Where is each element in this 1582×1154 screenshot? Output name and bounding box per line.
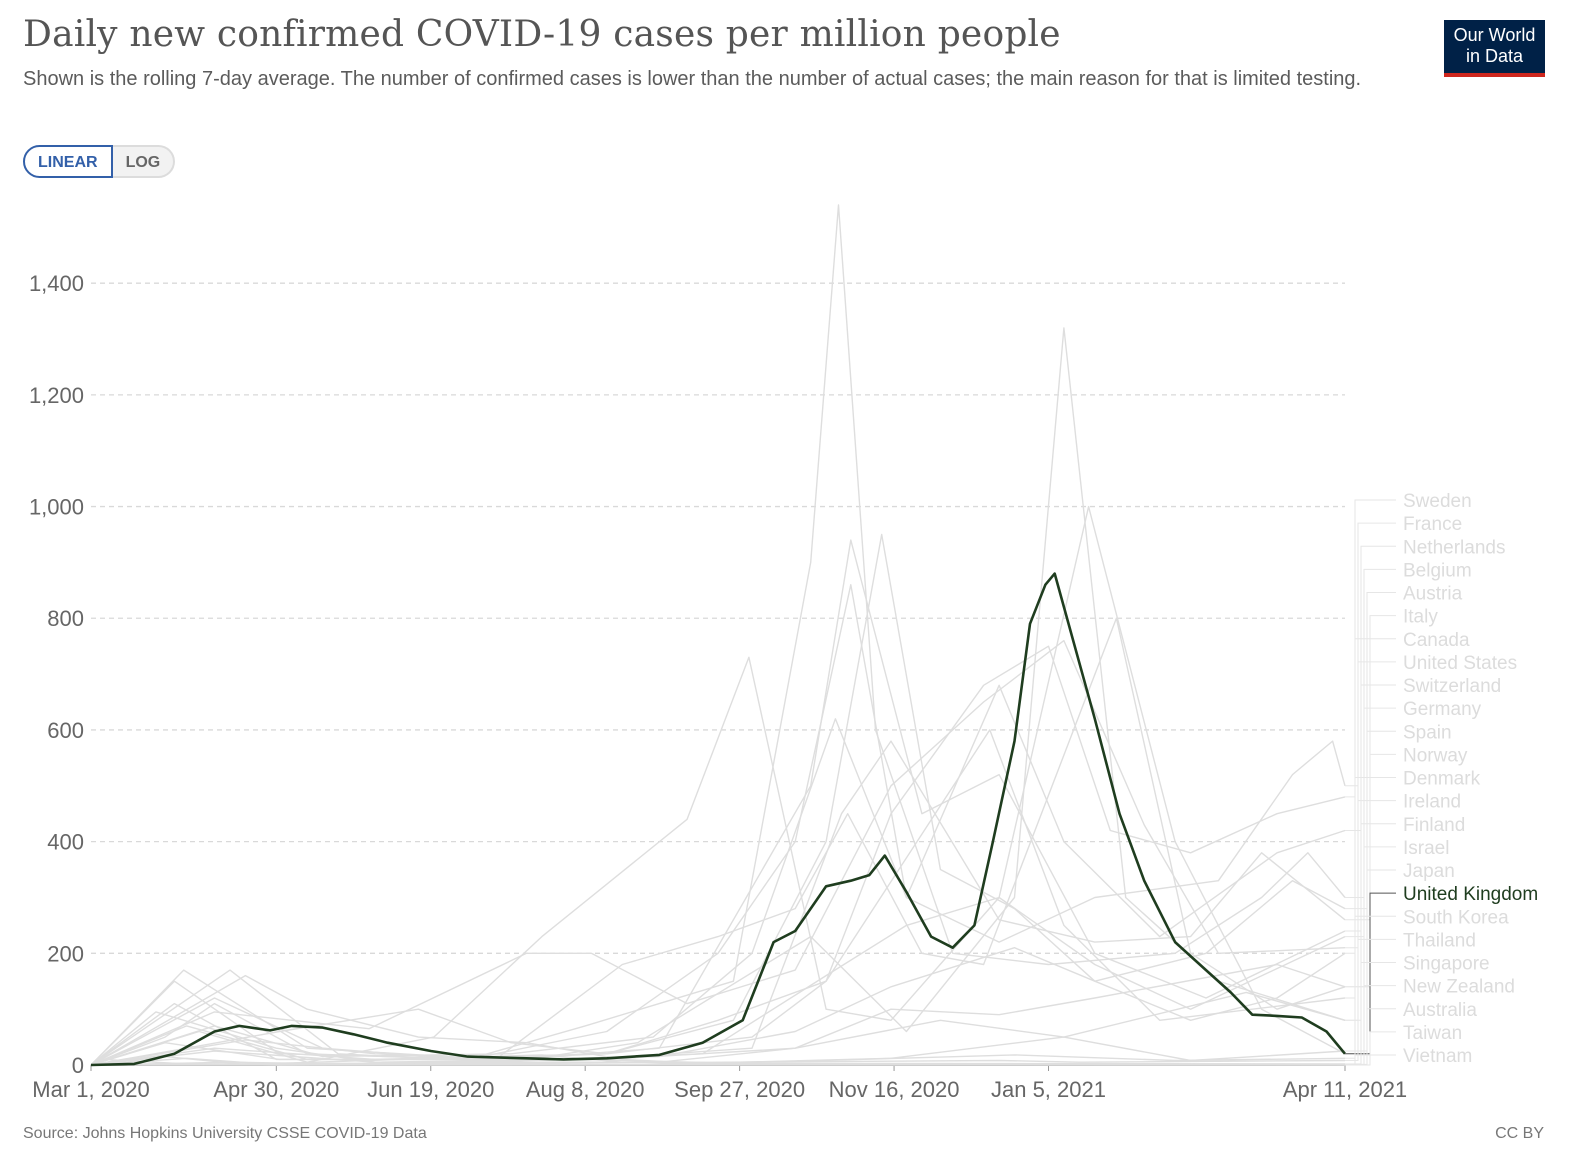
series-line-united-kingdom — [90, 572, 1347, 1067]
x-tick-label: Aug 8, 2020 — [526, 1077, 645, 1102]
logo-line-1: Our World — [1453, 25, 1536, 45]
series-line-italy — [90, 740, 1346, 1066]
series-label: Belgium — [1403, 560, 1472, 581]
series-line-netherlands — [90, 684, 1346, 1066]
series-label: Sweden — [1403, 491, 1472, 512]
license-link[interactable]: CC BY — [1495, 1125, 1544, 1142]
x-tick-label: Nov 16, 2020 — [829, 1077, 960, 1102]
logo-line-2: in Data — [1465, 46, 1524, 66]
y-tick-label: 1,000 — [29, 495, 84, 520]
y-tick-label: 200 — [47, 941, 84, 966]
source-note[interactable]: Source: Johns Hopkins University CSSE CO… — [23, 1125, 427, 1142]
owid-logo[interactable]: Our World in Data — [1444, 20, 1545, 77]
series-label: United Kingdom — [1403, 884, 1538, 905]
y-tick-label: 600 — [47, 718, 84, 743]
label-connector — [1345, 938, 1396, 1061]
series-label: France — [1403, 514, 1462, 535]
series-label: Japan — [1403, 861, 1455, 882]
series-label: New Zealand — [1403, 977, 1515, 998]
x-tick-label: Jun 19, 2020 — [367, 1077, 494, 1102]
label-connector — [1345, 1008, 1396, 1065]
series-label: Israel — [1403, 838, 1449, 859]
series-label: Austria — [1403, 584, 1463, 605]
y-tick-label: 400 — [47, 830, 84, 855]
chart-subtitle: Shown is the rolling 7-day average. The … — [23, 68, 1362, 90]
x-tick-label: Mar 1, 2020 — [32, 1077, 149, 1102]
series-label: South Korea — [1403, 907, 1509, 928]
series-label: Vietnam — [1403, 1046, 1472, 1067]
x-tick-label: Apr 11, 2021 — [1283, 1077, 1407, 1102]
label-connector — [1345, 1054, 1396, 1066]
series-label: Italy — [1403, 607, 1438, 628]
chart-title: Daily new confirmed COVID-19 cases per m… — [23, 14, 1061, 55]
series-label: Germany — [1403, 699, 1482, 720]
label-connector — [1345, 1031, 1396, 1066]
series-line-singapore — [90, 974, 1346, 1066]
series-line-spain — [90, 617, 1346, 1066]
series-line-united-states — [90, 639, 1346, 1066]
label-connector — [1345, 892, 1396, 1055]
series-label: Singapore — [1403, 954, 1490, 975]
y-tick-label: 1,200 — [29, 383, 84, 408]
x-tick-label: Apr 30, 2020 — [213, 1077, 339, 1102]
series-label: Thailand — [1403, 930, 1476, 951]
series-label: Ireland — [1403, 792, 1461, 813]
series-label: Spain — [1403, 722, 1452, 743]
label-connector — [1345, 915, 1396, 1059]
series-line-finland — [90, 991, 1346, 1066]
series-label: Canada — [1403, 630, 1470, 651]
series-label: Finland — [1403, 815, 1465, 836]
label-connector — [1345, 869, 1396, 1052]
y-tick-label: 800 — [47, 606, 84, 631]
label-connector — [1345, 777, 1396, 999]
series-label: Taiwan — [1403, 1023, 1462, 1044]
x-tick-label: Jan 5, 2021 — [991, 1077, 1106, 1102]
y-tick-label: 0 — [72, 1053, 84, 1078]
series-label: Norway — [1403, 745, 1468, 766]
label-connector — [1345, 823, 1396, 1021]
series-label: Australia — [1403, 1000, 1477, 1021]
series-line-denmark — [90, 729, 1346, 1066]
log-scale-button[interactable]: LOG — [112, 145, 176, 178]
x-tick-label: Sep 27, 2020 — [674, 1077, 805, 1102]
series-line-switzerland — [90, 539, 1346, 1066]
series-line-ireland — [90, 327, 1346, 1066]
series-line-israel — [90, 505, 1346, 1066]
label-connector — [1345, 684, 1396, 932]
series-label: United States — [1403, 653, 1517, 674]
series-line-sweden — [90, 645, 1346, 1066]
linear-scale-button[interactable]: LINEAR — [23, 145, 113, 178]
series-label: Denmark — [1403, 769, 1481, 790]
series-label: Netherlands — [1403, 537, 1505, 558]
scale-toggle: LINEAR LOG — [23, 145, 176, 178]
series-line-germany — [90, 896, 1346, 1066]
label-connector — [1345, 522, 1396, 787]
series-label: Switzerland — [1403, 676, 1501, 697]
y-tick-label: 1,400 — [29, 271, 84, 296]
